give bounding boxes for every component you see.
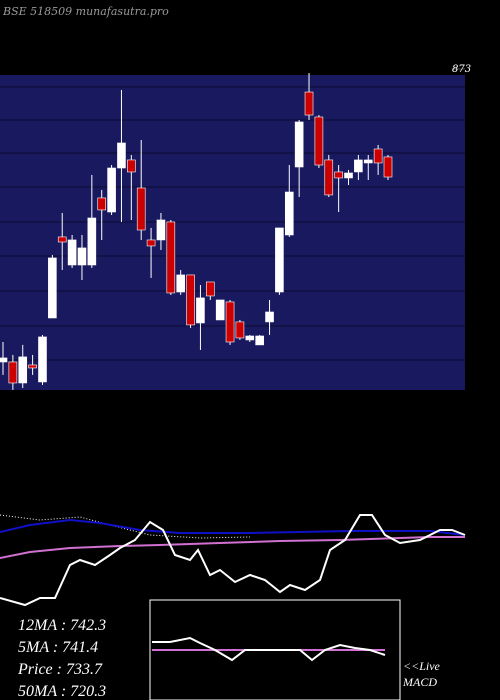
chart-title: BSE 518509 munafasutra.pro	[2, 5, 169, 18]
candle-body	[127, 159, 136, 173]
candle-body	[235, 321, 245, 339]
candle-body	[28, 364, 37, 369]
legend-entry: 50MA : 720.3	[18, 683, 106, 700]
candle-body	[117, 142, 126, 169]
candle-body	[294, 121, 304, 168]
candle-body	[284, 191, 294, 236]
price-panel	[0, 75, 465, 390]
candle-body	[87, 217, 97, 266]
candle-body	[57, 236, 67, 243]
candle-body	[354, 159, 363, 173]
candle-body	[206, 281, 215, 297]
series-line	[0, 536, 465, 559]
candle-body	[156, 219, 166, 241]
candle-body	[18, 356, 28, 384]
panel-rules	[0, 86, 465, 361]
candle-body	[255, 335, 264, 346]
candle-body	[324, 159, 334, 196]
candle-body	[225, 301, 235, 343]
candle-body	[245, 335, 255, 341]
legend-entry: 12MA : 742.3	[18, 617, 106, 634]
candle-body	[196, 297, 205, 324]
candle-body	[38, 336, 47, 383]
candle-body	[48, 257, 57, 319]
candle-body	[0, 357, 8, 363]
candle-body	[373, 148, 383, 164]
macd-title: MACD	[402, 675, 437, 689]
candle-body	[97, 197, 107, 211]
candle-body	[166, 221, 176, 294]
candle-body	[67, 239, 77, 266]
candle-body	[8, 361, 18, 384]
candle-body	[107, 167, 116, 213]
y-tick-label: 873	[452, 64, 471, 75]
legend-entry: Price : 733.7	[17, 661, 103, 678]
series-line	[0, 514, 466, 607]
candle-body	[314, 116, 324, 166]
candle-body	[186, 274, 195, 326]
candle-body	[363, 159, 373, 164]
legend-entry: 5MA : 741.4	[18, 639, 98, 656]
macd-frame	[149, 599, 401, 700]
candle-body	[146, 239, 156, 247]
candle-body	[275, 227, 284, 293]
annotation: <<Live	[403, 659, 441, 673]
candle-body	[265, 311, 274, 323]
candle-body	[77, 247, 87, 266]
candle-body	[136, 187, 146, 231]
series-line	[152, 636, 386, 662]
candle-body	[334, 171, 343, 179]
candle-body	[344, 172, 353, 179]
candle-body	[176, 274, 185, 293]
candle-body	[383, 156, 393, 178]
candle-body	[215, 299, 225, 321]
series-line	[0, 518, 466, 536]
candle-body	[304, 91, 314, 116]
